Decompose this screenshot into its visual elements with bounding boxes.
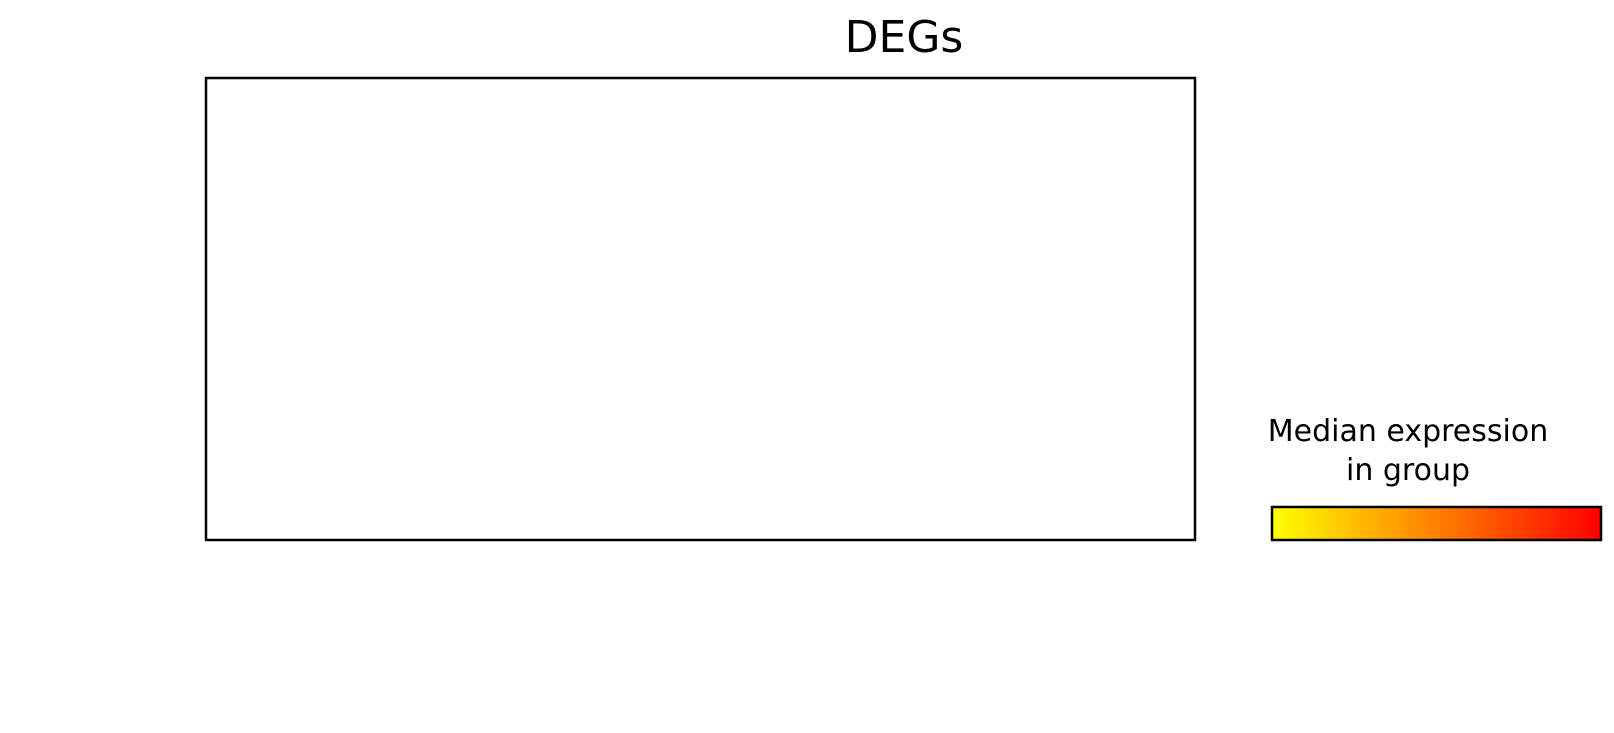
colorbar-title-line2: in group xyxy=(1346,453,1470,488)
plot-frame xyxy=(204,76,1197,542)
chart-title: DEGs xyxy=(845,12,964,63)
colorbar xyxy=(1270,505,1603,542)
colorbar-title-line1: Median expression xyxy=(1268,414,1548,449)
